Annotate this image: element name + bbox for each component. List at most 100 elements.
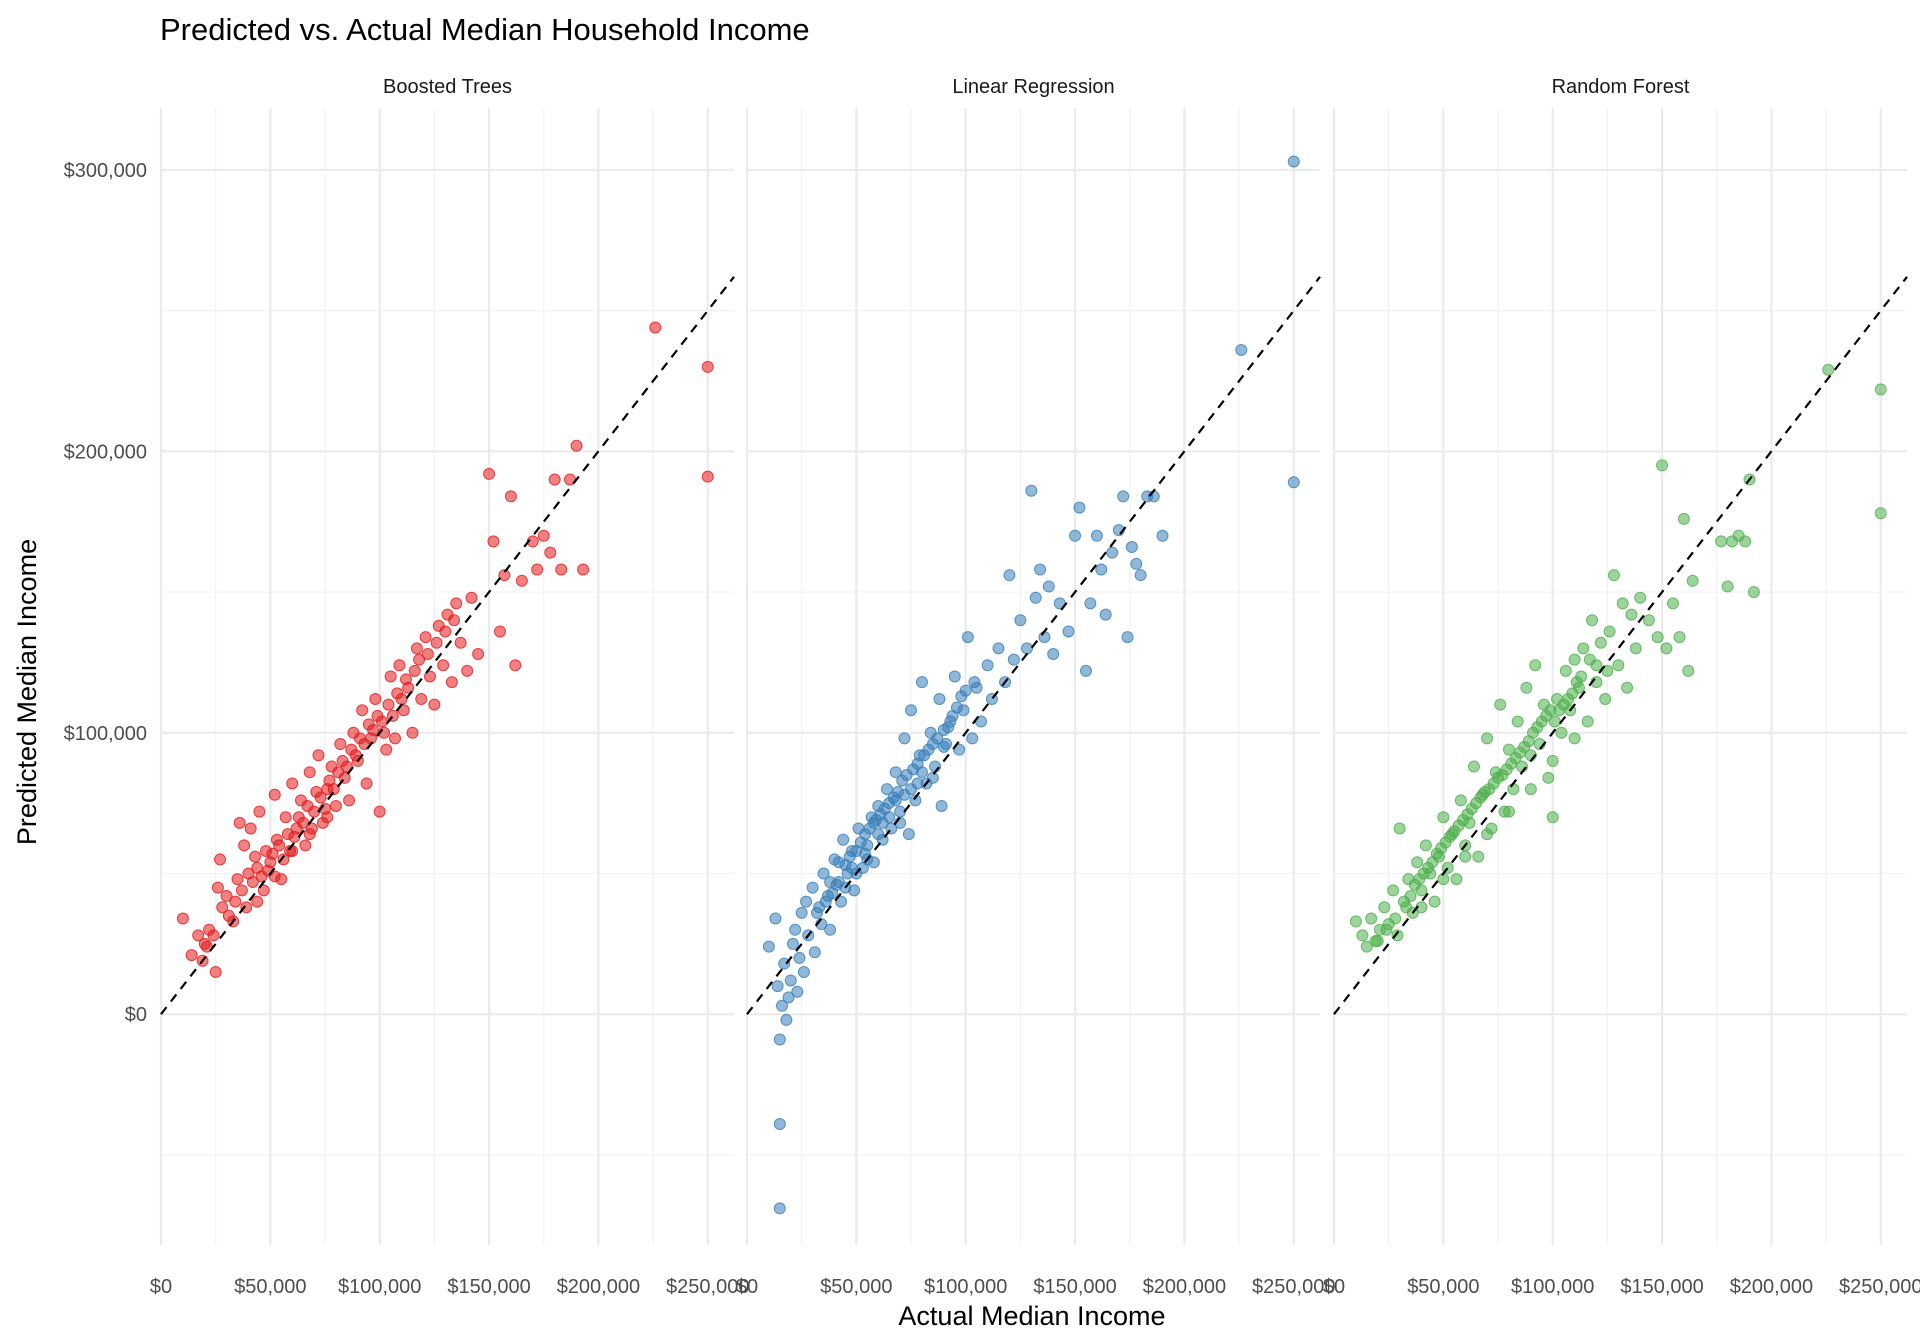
data-point	[472, 647, 485, 660]
data-point	[1555, 726, 1568, 739]
data-point	[1577, 642, 1590, 655]
data-point	[448, 614, 461, 627]
data-point	[931, 732, 944, 745]
x-tick-label: $0	[736, 1276, 758, 1298]
data-point	[791, 985, 804, 998]
data-point	[1371, 935, 1384, 948]
data-point	[845, 861, 858, 874]
data-point	[992, 642, 1005, 655]
data-point	[1349, 915, 1362, 928]
data-point	[334, 738, 347, 751]
data-point	[1566, 687, 1579, 700]
data-point	[911, 777, 924, 790]
data-point	[889, 766, 902, 779]
data-point	[487, 535, 500, 548]
data-point	[1607, 569, 1620, 582]
data-point	[454, 636, 467, 649]
data-point	[1546, 754, 1559, 767]
data-point	[1673, 631, 1686, 644]
data-point	[1099, 608, 1112, 621]
data-point	[1511, 715, 1524, 728]
data-point	[1404, 890, 1417, 903]
data-point	[961, 631, 974, 644]
data-point	[537, 529, 550, 542]
y-tick-label: $200,000	[64, 441, 147, 463]
data-point	[461, 664, 474, 677]
data-point	[773, 1117, 786, 1130]
data-point	[399, 673, 412, 686]
data-point	[1156, 529, 1169, 542]
data-point	[1029, 591, 1042, 604]
x-tick-label: $200,000	[557, 1276, 640, 1298]
data-point	[1062, 625, 1075, 638]
data-point	[222, 909, 235, 922]
data-point	[872, 828, 885, 841]
data-point	[382, 698, 395, 711]
data-point	[1047, 647, 1060, 660]
data-point	[238, 839, 251, 852]
data-point	[233, 816, 246, 829]
y-axis-title: Predicted Median Income	[12, 539, 42, 845]
data-point	[1389, 912, 1402, 925]
data-point	[286, 777, 299, 790]
data-point	[207, 929, 220, 942]
data-point	[797, 966, 810, 979]
data-point	[1121, 631, 1134, 644]
data-point	[806, 881, 819, 894]
data-point	[498, 569, 511, 582]
data-point	[800, 895, 813, 908]
data-point	[509, 659, 522, 672]
facet-panels: Boosted Trees $0 $50,000 $100,000 $150,000 $2…	[64, 76, 1920, 1298]
data-point	[555, 563, 568, 576]
data-point	[450, 597, 463, 610]
data-point	[810, 906, 823, 919]
data-point	[789, 923, 802, 936]
data-point	[1287, 155, 1300, 168]
data-point	[406, 726, 419, 739]
data-point	[192, 929, 205, 942]
identity-reference-line	[746, 276, 1321, 1015]
data-point	[1502, 805, 1515, 818]
data-point	[905, 704, 918, 717]
data-point	[419, 631, 432, 644]
data-point	[1581, 715, 1594, 728]
data-point	[769, 912, 782, 925]
data-point	[876, 816, 889, 829]
data-point	[246, 875, 259, 888]
data-point	[216, 901, 229, 914]
data-point	[1287, 476, 1300, 489]
data-point	[1686, 574, 1699, 587]
data-point	[410, 642, 423, 655]
data-point	[1467, 760, 1480, 773]
data-point	[211, 881, 224, 894]
data-point	[220, 890, 233, 903]
data-point	[1520, 681, 1533, 694]
data-point	[1437, 811, 1450, 824]
data-point	[421, 647, 434, 660]
data-point	[1106, 546, 1119, 559]
x-tick-label: $0	[150, 1276, 172, 1298]
data-point	[935, 799, 948, 812]
data-point	[257, 884, 270, 897]
data-point	[312, 749, 325, 762]
x-tick-label: $100,000	[924, 1276, 1007, 1298]
data-point	[1400, 901, 1413, 914]
data-point	[1529, 659, 1542, 672]
data-point	[1014, 614, 1027, 627]
data-point	[1494, 698, 1507, 711]
data-point	[701, 470, 714, 483]
data-point	[244, 822, 257, 835]
data-point	[1481, 828, 1494, 841]
data-point	[880, 783, 893, 796]
data-point	[1117, 490, 1130, 503]
data-point	[778, 957, 791, 970]
data-point	[1393, 822, 1406, 835]
data-point	[981, 659, 994, 672]
data-point	[1666, 597, 1679, 610]
data-point	[1677, 512, 1690, 525]
data-point	[266, 847, 279, 860]
data-point	[784, 974, 797, 987]
data-point	[1095, 563, 1108, 576]
data-point	[209, 966, 222, 979]
data-point	[1472, 850, 1485, 863]
